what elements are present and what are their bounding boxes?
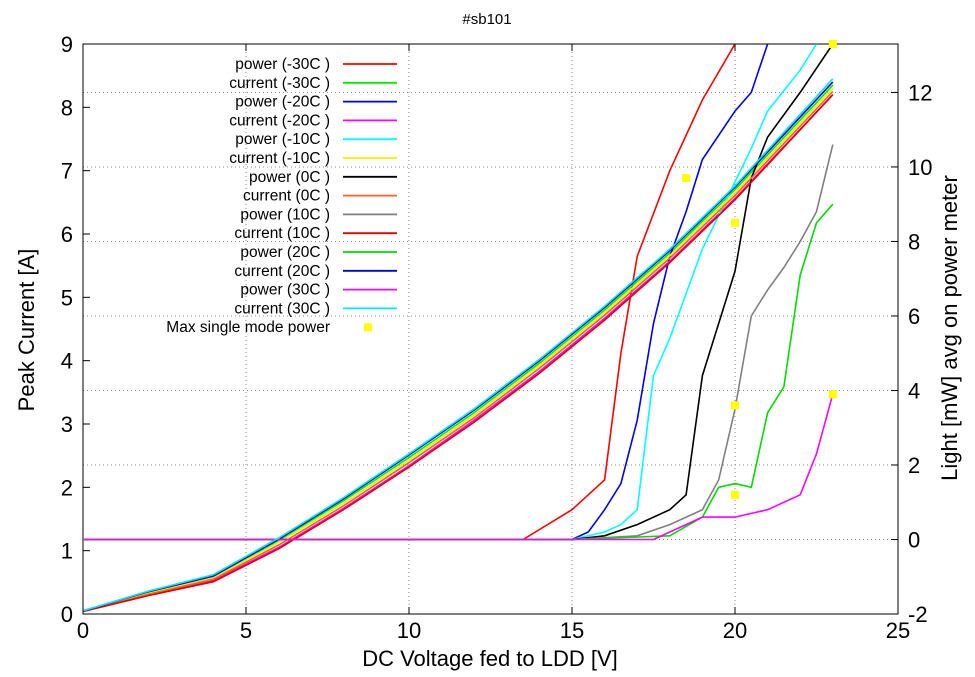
- legend-label: current (-10C ): [229, 150, 330, 167]
- plot-area: [82, 43, 899, 615]
- series-layer: [83, 44, 834, 613]
- series-line: [83, 393, 834, 541]
- y2-tick-label: 8: [908, 229, 920, 254]
- series-line: [83, 78, 834, 612]
- series-line: [83, 81, 834, 612]
- y2-tick-label: -2: [908, 602, 928, 627]
- y2-tick-label: 4: [908, 378, 920, 403]
- legend-label: current (20C ): [234, 263, 330, 280]
- series-line: [83, 203, 834, 541]
- legend-label: power (0C ): [249, 169, 330, 186]
- chart-title: #sb101: [462, 11, 511, 28]
- marker-layer: [682, 40, 837, 499]
- legend-label: current (30C ): [234, 300, 330, 317]
- max-power-marker: [731, 401, 739, 410]
- y-tick-label: 0: [61, 602, 73, 627]
- grid: [83, 44, 898, 614]
- y2-tick-label: 2: [908, 453, 920, 478]
- x-tick-label: 5: [240, 618, 252, 643]
- max-power-marker: [682, 174, 691, 183]
- y-tick-label: 3: [61, 412, 73, 437]
- x-tick-label: 20: [723, 618, 747, 643]
- series-line: [83, 90, 834, 613]
- series-line: [83, 84, 834, 612]
- legend-marker-swatch: [364, 323, 372, 332]
- legend: power (-30C ) current (-30C ) power (-20C …: [166, 56, 397, 336]
- y-tick-label: 9: [61, 32, 73, 57]
- x-tick-label: 25: [886, 618, 910, 643]
- legend-label: current (-30C ): [229, 75, 330, 92]
- series-line: [83, 44, 818, 541]
- legend-label: current (-20C ): [229, 112, 330, 129]
- max-power-marker: [828, 40, 837, 48]
- x-tick-label: 10: [397, 618, 421, 643]
- legend-label: Max single mode power: [166, 319, 330, 336]
- y-axis-label: Peak Current [A]: [14, 249, 39, 412]
- y-tick-label: 5: [61, 285, 73, 310]
- series-line: [83, 87, 834, 612]
- legend-label: power (20C ): [240, 244, 330, 261]
- series-line: [83, 94, 834, 613]
- y-tick-label: 7: [61, 159, 73, 184]
- legend-label: power (30C ): [240, 282, 330, 299]
- legend-label: power (-10C ): [235, 131, 330, 148]
- x-axis-label: DC Voltage fed to LDD [V]: [362, 646, 618, 671]
- legend-label: power (-30C ): [235, 56, 330, 73]
- y2-axis-label: Light [mW] avg on power meter: [937, 175, 962, 481]
- series-line: [83, 94, 834, 613]
- legend-label: current (10C ): [234, 225, 330, 242]
- max-power-marker: [828, 390, 837, 399]
- y-tick-label: 2: [61, 475, 73, 500]
- max-power-marker: [731, 490, 739, 499]
- legend-label: power (-20C ): [235, 94, 330, 111]
- y-tick-label: 1: [61, 539, 73, 564]
- x-tick-label: 15: [560, 618, 584, 643]
- y2-tick-label: 6: [908, 304, 920, 329]
- y-tick-label: 4: [61, 349, 73, 374]
- y-tick-label: 8: [61, 95, 73, 120]
- x-tick-label: 0: [77, 618, 89, 643]
- legend-label: power (10C ): [240, 206, 330, 223]
- y2-tick-label: 10: [908, 155, 932, 180]
- y-tick-label: 6: [61, 222, 73, 247]
- y2-tick-label: 0: [908, 527, 920, 552]
- max-power-marker: [731, 218, 739, 227]
- series-line: [83, 44, 769, 541]
- y2-tick-label: 12: [908, 80, 932, 105]
- legend-label: current (0C ): [243, 188, 330, 205]
